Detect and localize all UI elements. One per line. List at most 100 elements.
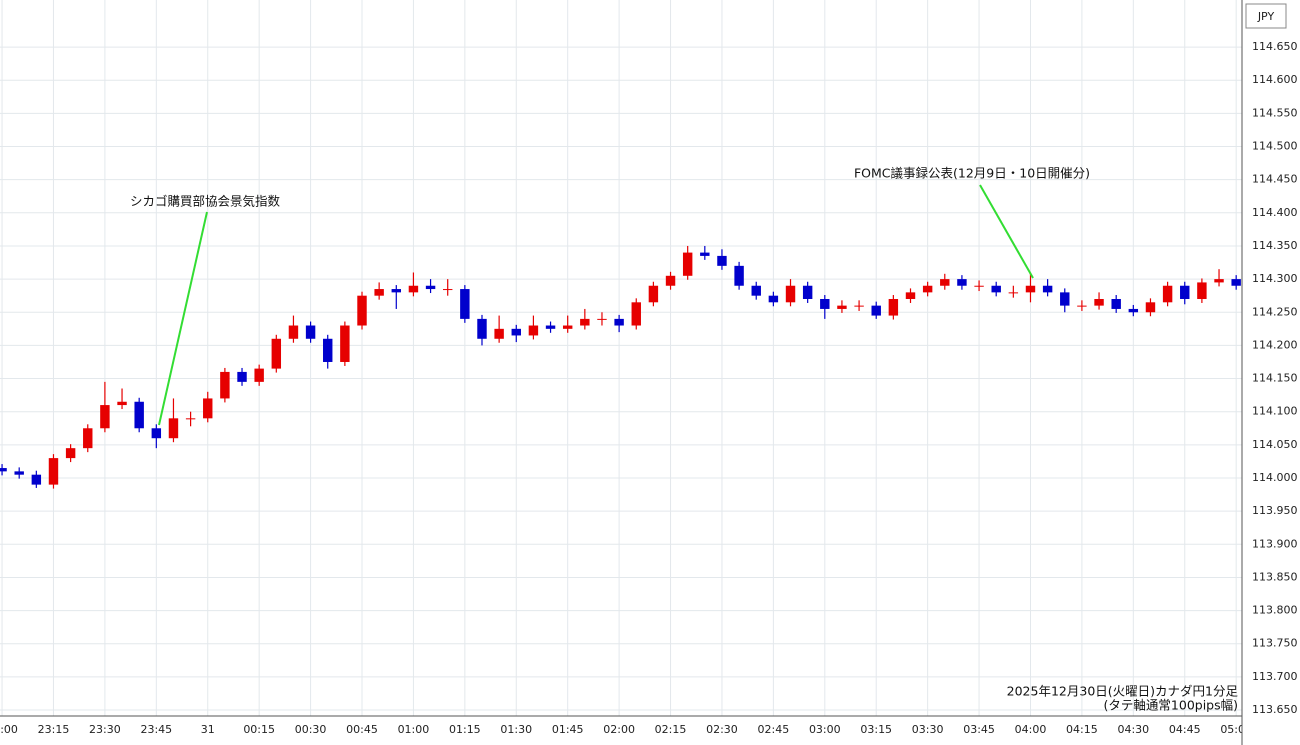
candle-body: [340, 325, 350, 362]
candle-body: [580, 318, 590, 326]
candle-body: [597, 318, 607, 320]
y-tick-label: 114.100: [1252, 405, 1298, 418]
y-tick-label: 114.050: [1252, 438, 1298, 451]
x-tick-label: 04:30: [1117, 723, 1149, 736]
currency-box: [1245, 3, 1287, 29]
candle-body: [168, 418, 179, 439]
candle-body: [922, 285, 933, 293]
candle-body: [460, 289, 470, 319]
candle-body: [1231, 279, 1241, 286]
y-tick-label: 113.900: [1252, 537, 1298, 550]
candle-body: [1145, 302, 1156, 313]
annotation: シカゴ購買部協会景気指数: [130, 194, 281, 209]
x-tick-label: 02:45: [758, 723, 790, 736]
annotation: FOMC議事録公表(12月9日・10日開催分): [854, 166, 1090, 181]
y-tick-label: 114.200: [1252, 338, 1298, 351]
x-tick-label: 31: [201, 723, 215, 736]
candle-body: [477, 318, 487, 339]
y-tick-label: 113.750: [1252, 637, 1298, 650]
currency-label: JPY: [1257, 10, 1275, 23]
candle-body: [1111, 298, 1121, 309]
x-tick-label: 02:00: [603, 723, 635, 736]
x-tick-label: 03:00: [809, 723, 841, 736]
candle-body: [1162, 285, 1173, 303]
y-tick-label: 114.600: [1252, 73, 1298, 86]
candle-body: [220, 371, 230, 399]
candle-body: [562, 325, 573, 329]
y-tick-label: 114.150: [1252, 372, 1298, 385]
x-tick-label: 23:00: [0, 723, 18, 736]
candle-body: [631, 302, 641, 326]
candle-body: [991, 285, 1001, 293]
candle-body: [374, 289, 384, 296]
candle-body: [905, 292, 916, 299]
candle-body: [425, 285, 436, 290]
y-tick-label: 114.450: [1252, 173, 1298, 186]
x-tick-label: 01:15: [449, 723, 481, 736]
candle-body: [323, 338, 333, 362]
footnote: (タテ軸通常100pips幅): [1104, 698, 1238, 713]
candle-body: [0, 468, 7, 472]
candle-body: [1060, 292, 1070, 306]
candle-body: [785, 285, 796, 303]
candle-body: [408, 285, 419, 293]
candle-body: [717, 255, 727, 266]
candle-body: [14, 471, 24, 475]
candle-body: [545, 325, 556, 329]
candle-body: [48, 458, 59, 485]
annotation-line: [158, 211, 208, 426]
footnote: 2025年12月30日(火曜日)カナダ円1分足: [1007, 684, 1239, 699]
candle-body: [185, 418, 196, 420]
candle-body: [871, 305, 881, 316]
x-tick-label: 04:15: [1066, 723, 1098, 736]
candle-body: [511, 328, 521, 336]
y-tick-label: 114.350: [1252, 239, 1298, 252]
candle-body: [254, 368, 264, 382]
y-tick-label: 114.300: [1252, 272, 1298, 285]
candle-body: [802, 285, 813, 299]
candle-body: [357, 295, 367, 326]
candle-body: [854, 305, 864, 307]
x-tick-label: 01:45: [552, 723, 584, 736]
candle-body: [65, 448, 76, 459]
y-tick-label: 113.700: [1252, 670, 1298, 683]
candle-body: [271, 338, 282, 369]
candle-body: [494, 328, 504, 339]
x-tick-label: 01:30: [500, 723, 532, 736]
x-tick-label: 23:45: [140, 723, 172, 736]
candle-body: [288, 325, 299, 339]
x-tick-label: 03:45: [963, 723, 995, 736]
candle-body: [442, 289, 453, 291]
x-tick-label: 02:15: [655, 723, 687, 736]
candle-body: [700, 252, 710, 256]
y-tick-label: 113.800: [1252, 604, 1298, 617]
candle-body: [100, 405, 110, 429]
x-tick-label: 02:30: [706, 723, 738, 736]
candle-body: [31, 474, 42, 485]
candle-body: [83, 428, 93, 449]
annotation-line: [979, 184, 1034, 279]
candle-body: [391, 289, 402, 293]
candle-body: [957, 279, 967, 286]
candle-body: [940, 279, 950, 286]
candle-body: [751, 285, 761, 296]
x-axis: 23:00 23:15 23:30 23:45 31 00:15 00:30 00:45 01:…: [0, 723, 1252, 736]
candle-body: [974, 285, 984, 287]
y-tick-label: 113.950: [1252, 504, 1298, 517]
x-tick-label: 04:00: [1015, 723, 1047, 736]
candle-body: [888, 298, 899, 316]
plot-area: [0, 0, 1242, 716]
y-tick-label: 114.400: [1252, 206, 1298, 219]
x-tick-label: 03:30: [912, 723, 944, 736]
candle-body: [1025, 285, 1036, 293]
candle-body: [682, 252, 693, 276]
candle-body: [134, 401, 144, 429]
candle-body: [1008, 292, 1019, 294]
candle-body: [1077, 305, 1087, 307]
candle-body: [1042, 285, 1053, 293]
candle-body: [1197, 282, 1207, 299]
candle-body: [768, 295, 779, 303]
candle-body: [1214, 279, 1224, 283]
candle-body: [237, 371, 247, 382]
